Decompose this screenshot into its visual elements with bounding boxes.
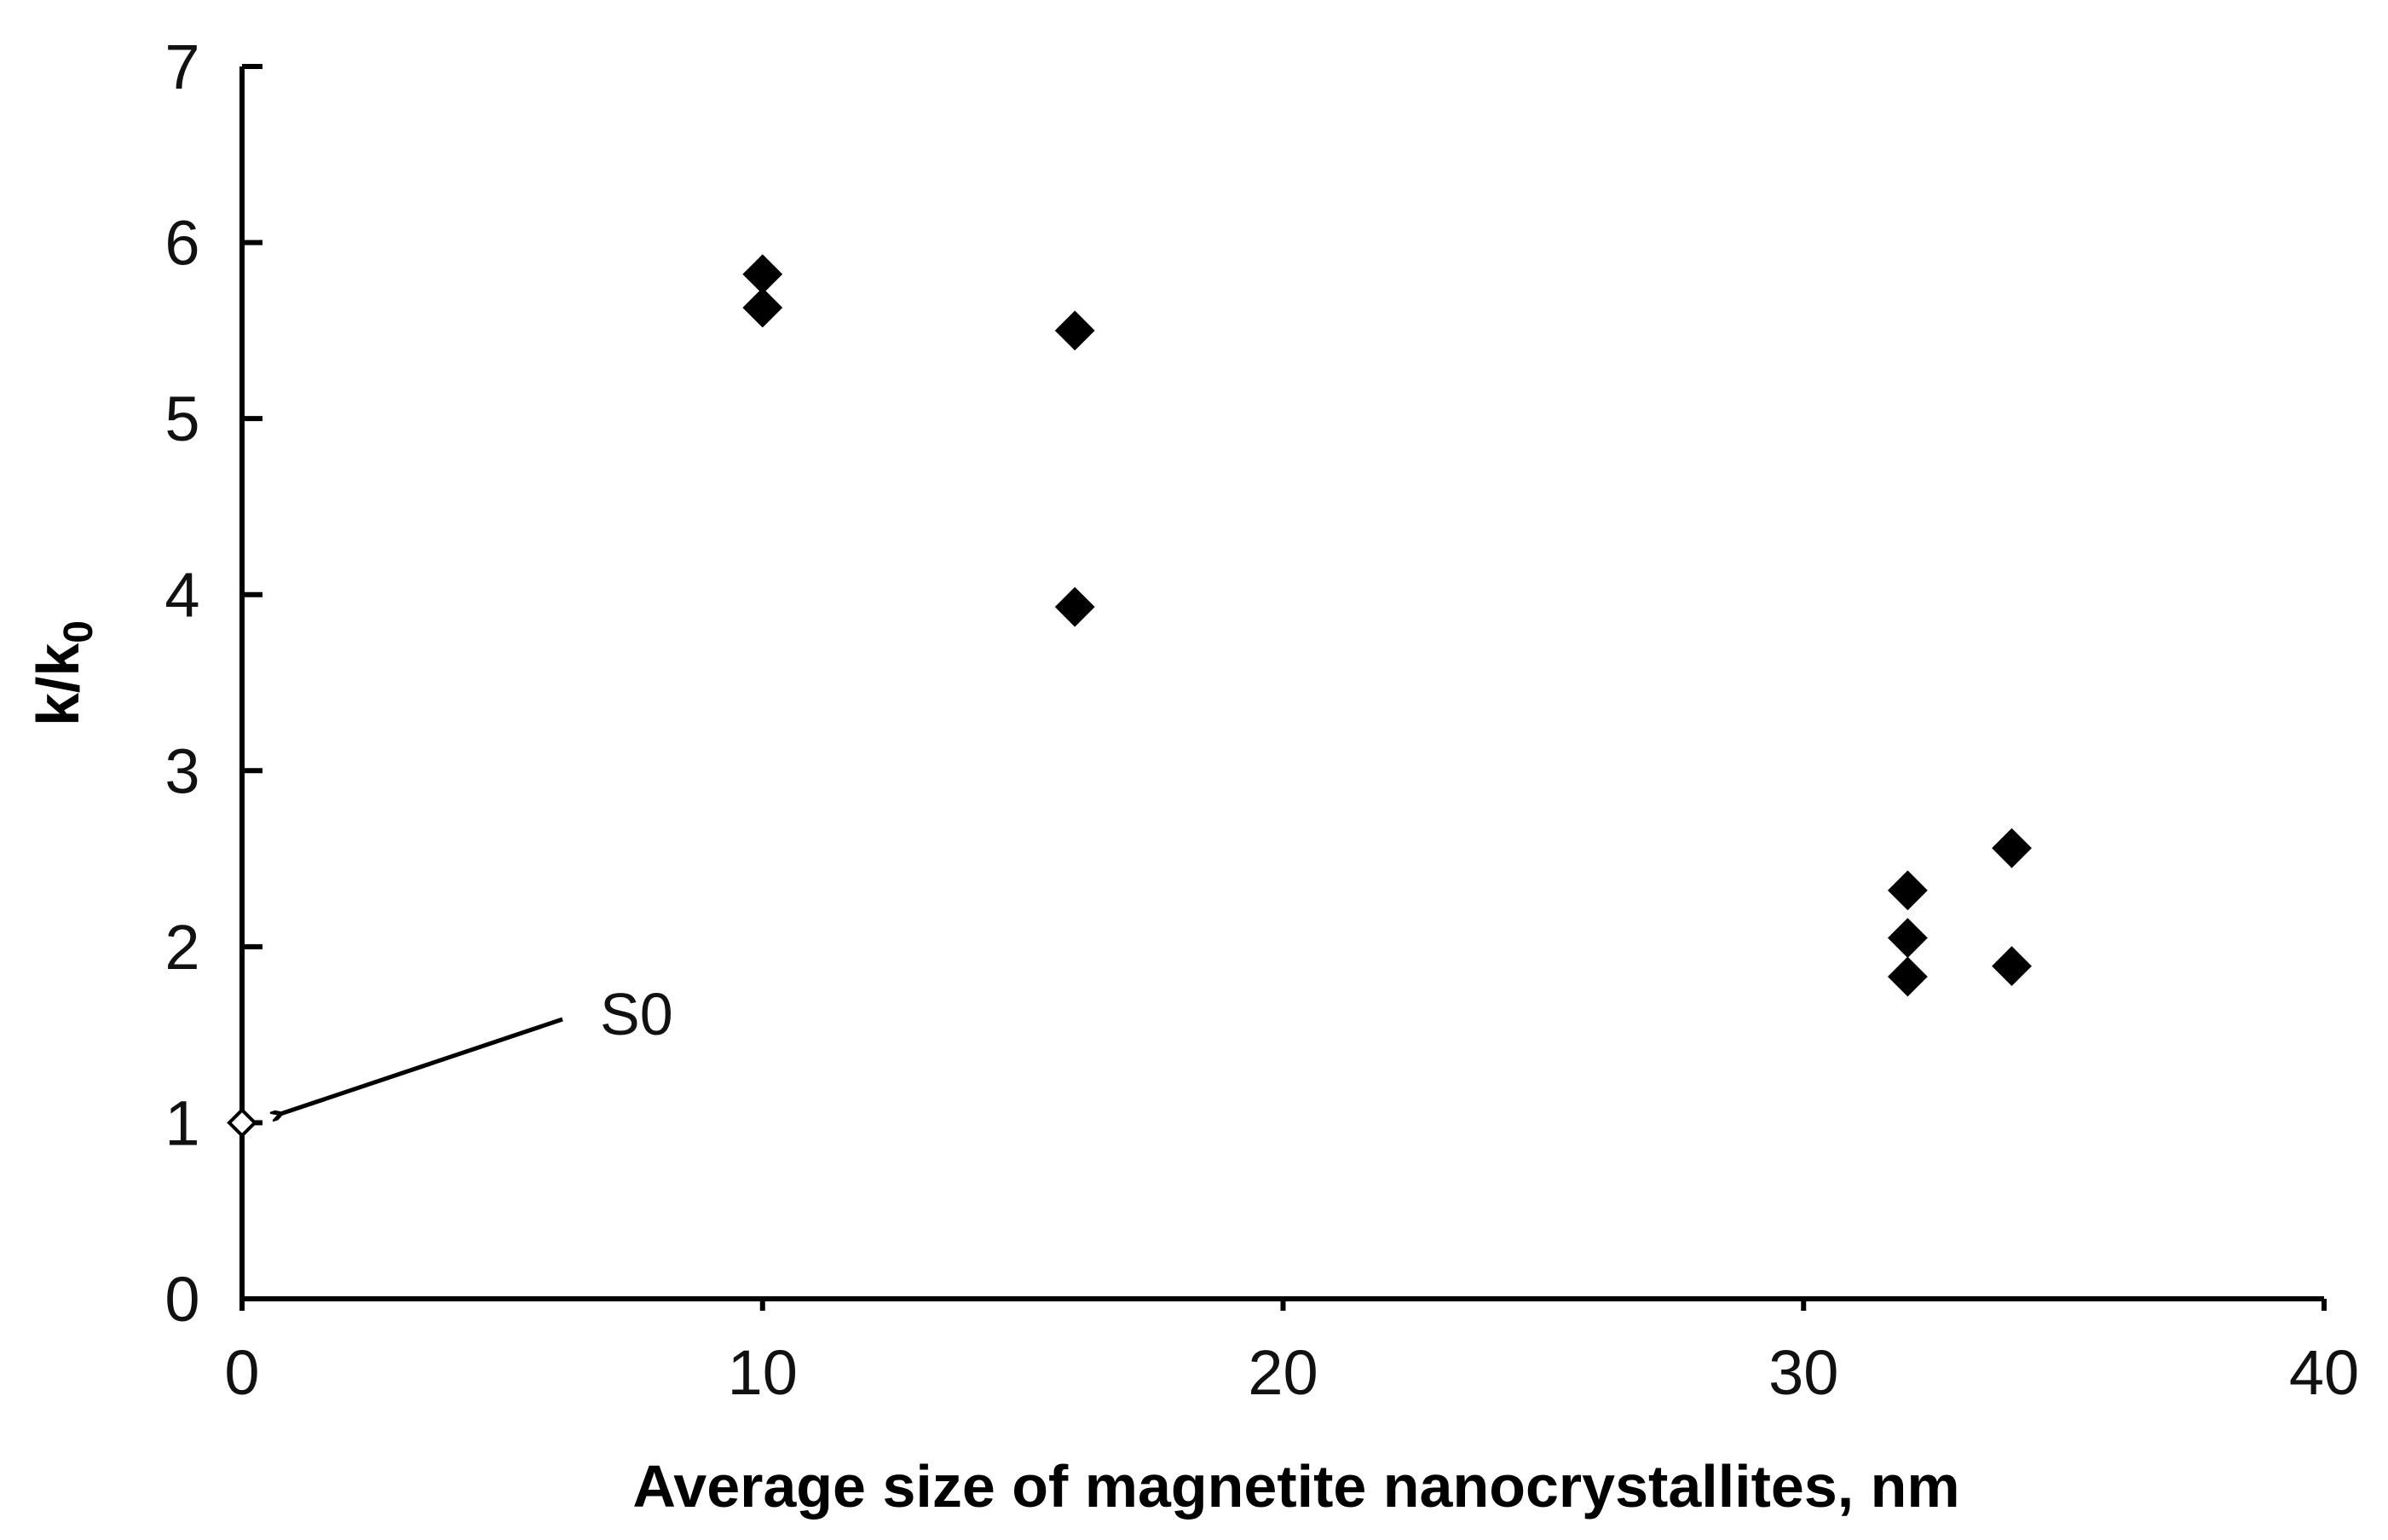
data-point <box>1054 310 1095 351</box>
y-tick-label: 5 <box>164 384 199 454</box>
data-point <box>1887 870 1928 911</box>
x-tick-label: 30 <box>1768 1337 1838 1408</box>
x-tick-label: 40 <box>2289 1337 2359 1408</box>
y-axis-title-subscript: 0 <box>56 620 101 643</box>
y-tick-label: 3 <box>164 735 199 806</box>
y-axis-title: k/k0 <box>25 620 101 726</box>
axes <box>239 66 2324 1301</box>
data-point <box>1054 586 1095 627</box>
ticks <box>239 64 2327 1311</box>
y-tick-label: 6 <box>164 208 199 279</box>
x-tick-label: 20 <box>1248 1337 1318 1408</box>
y-axis-title-main: k/k <box>25 643 91 726</box>
data-point <box>742 254 783 295</box>
tick-labels: 0 10 20 30 40 0 1 2 3 4 5 6 7 <box>164 32 2359 1408</box>
data-point <box>1992 828 2032 868</box>
annotation-arrow <box>280 1017 563 1114</box>
data-points <box>227 254 2032 1139</box>
data-point <box>1992 946 2032 986</box>
y-tick-label: 7 <box>164 32 199 102</box>
x-axis-title: Average size of magnetite nanocrystallit… <box>632 1453 1959 1520</box>
y-tick-label: 4 <box>164 560 199 631</box>
data-point <box>742 287 783 328</box>
data-point <box>1887 956 1928 997</box>
y-tick-label: 0 <box>164 1264 199 1335</box>
x-tick-label: 0 <box>224 1337 259 1408</box>
data-point <box>1887 918 1928 958</box>
x-tick-label: 10 <box>728 1337 798 1408</box>
annotations: S0 <box>280 981 673 1114</box>
reference-point-s0 <box>227 1107 257 1139</box>
y-tick-label: 2 <box>164 912 199 983</box>
annotation-label: S0 <box>600 981 673 1047</box>
y-tick-label: 1 <box>164 1087 199 1158</box>
